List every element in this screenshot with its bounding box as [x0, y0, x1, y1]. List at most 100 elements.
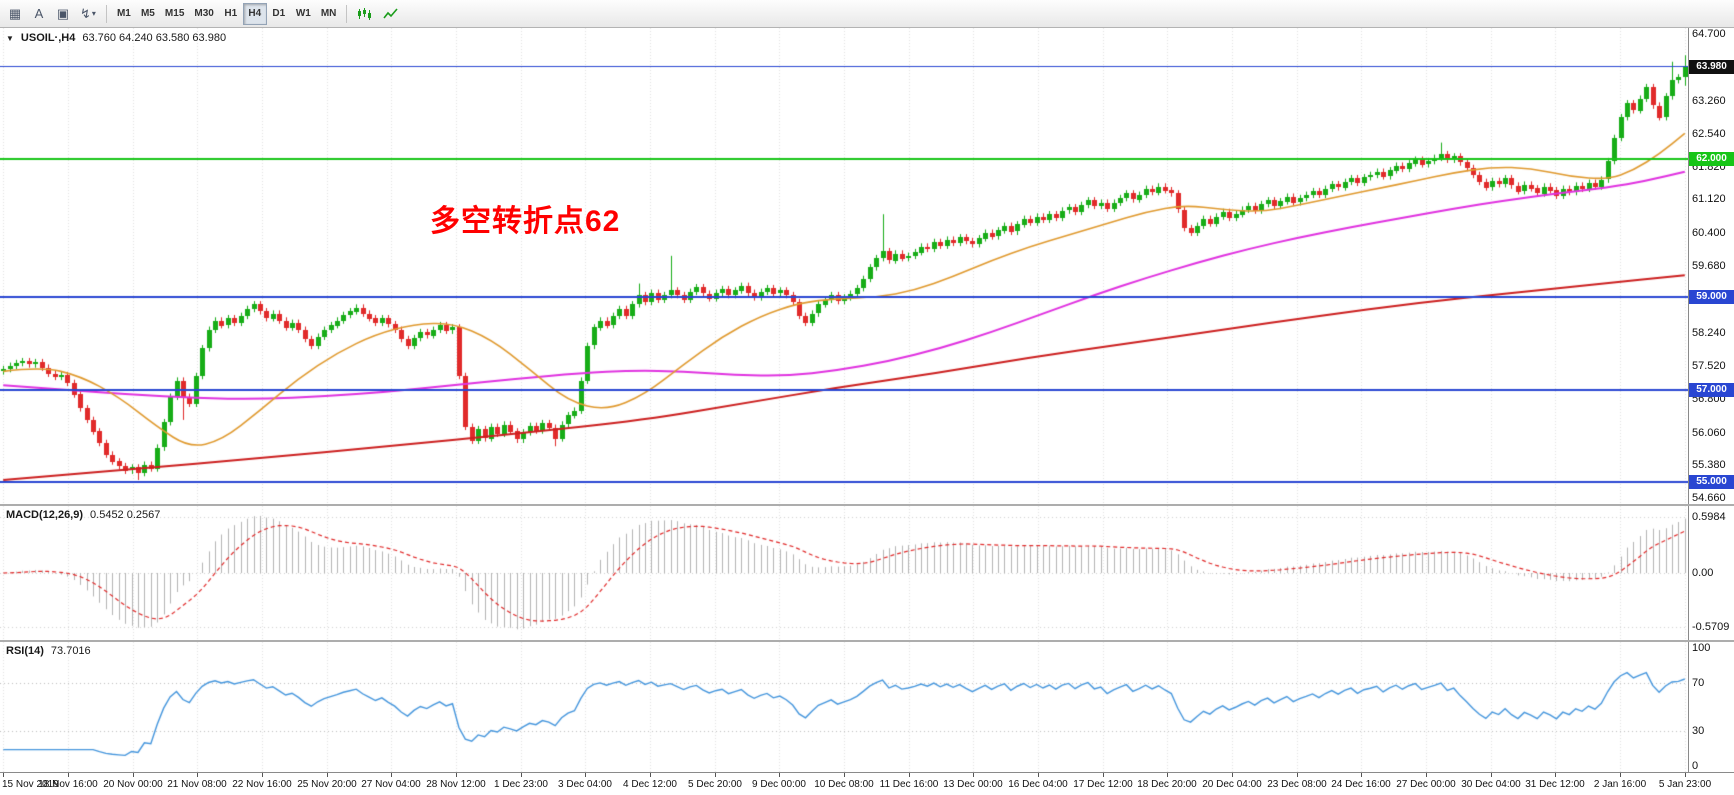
- time-axis-tick: [133, 773, 134, 777]
- chart-canvas[interactable]: [0, 28, 1688, 795]
- timeframe-button-m15[interactable]: M15: [160, 3, 189, 25]
- time-axis-label: 13 Dec 00:00: [943, 779, 1003, 790]
- text-annotation-icon[interactable]: A: [27, 2, 51, 24]
- price-axis-label: 62.540: [1692, 128, 1726, 140]
- time-axis-label: 27 Dec 00:00: [1396, 779, 1456, 790]
- candlestick-glyph: [358, 7, 372, 20]
- time-axis-label: 28 Nov 12:00: [426, 779, 486, 790]
- hline-price-badge: 57.000: [1689, 383, 1734, 397]
- time-axis-tick: [1232, 773, 1233, 777]
- timeframe-button-d1[interactable]: D1: [267, 3, 291, 25]
- toolbar-separator: [346, 4, 348, 23]
- time-axis-tick: [3, 773, 4, 777]
- time-axis-label: 5 Jan 23:00: [1658, 779, 1712, 790]
- time-axis-tick: [909, 773, 910, 777]
- price-axis-label: 60.400: [1692, 227, 1726, 239]
- hline-price-badge: 59.000: [1689, 290, 1734, 304]
- macd-header: MACD(12,26,9) 0.5452 0.2567: [6, 509, 160, 521]
- price-axis-label: 64.700: [1692, 28, 1726, 40]
- time-axis-label: 2 Jan 16:00: [1593, 779, 1647, 790]
- price-axis-label: 59.680: [1692, 260, 1726, 272]
- time-axis-label: 21 Nov 08:00: [167, 779, 227, 790]
- timeframe-button-mn[interactable]: MN: [316, 3, 342, 25]
- tile-windows-icon[interactable]: ▦: [3, 3, 27, 25]
- panel-splitter-macd[interactable]: [0, 504, 1734, 506]
- chart-window-icon[interactable]: ▣: [51, 3, 75, 25]
- timeframe-button-h1[interactable]: H1: [219, 3, 243, 25]
- time-axis-label: 27 Nov 04:00: [361, 779, 421, 790]
- time-axis-tick: [973, 773, 974, 777]
- time-axis-label: 18 Dec 20:00: [1137, 779, 1197, 790]
- time-axis-label: 18 Nov 16:00: [38, 779, 98, 790]
- time-axis-tick: [1620, 773, 1621, 777]
- time-axis-tick: [197, 773, 198, 777]
- time-axis-tick: [1555, 773, 1556, 777]
- indicator-draw-icon[interactable]: ↯ ▾: [75, 3, 101, 25]
- time-axis-tick: [1297, 773, 1298, 777]
- price-axis[interactable]: 64.700 63.260 62.540 61.820 61.120 60.400 59.6…: [1688, 28, 1734, 772]
- timeframe-button-group: M1 M5 M15 M30 H1 H4 D1 W1 MN: [112, 2, 342, 25]
- macd-values: 0.5452 0.2567: [90, 509, 161, 521]
- panel-splitter-rsi[interactable]: [0, 640, 1734, 642]
- price-axis-label: 63.260: [1692, 95, 1726, 107]
- rsi-axis-label: 70: [1692, 677, 1705, 689]
- tool-button-group: ▦ A ▣ ↯ ▾: [3, 2, 101, 25]
- line-chart-icon[interactable]: [378, 3, 403, 25]
- time-axis-label: 9 Dec 00:00: [752, 779, 806, 790]
- time-axis-tick: [521, 773, 522, 777]
- macd-axis-label: 0.5984: [1692, 511, 1726, 523]
- rsi-header: RSI(14) 73.7016: [6, 645, 91, 657]
- sparkline-glyph: [383, 7, 398, 18]
- time-axis-label: 15 Nov 2019: [2, 779, 59, 790]
- macd-label: MACD(12,26,9): [6, 509, 84, 521]
- time-axis-label: 31 Dec 12:00: [1525, 779, 1585, 790]
- time-axis-tick: [327, 773, 328, 777]
- time-axis-label: 17 Dec 12:00: [1073, 779, 1133, 790]
- time-axis-label: 24 Dec 16:00: [1331, 779, 1391, 790]
- candlestick-chart-icon[interactable]: [352, 3, 377, 25]
- timeframe-button-m5[interactable]: M5: [136, 3, 160, 25]
- price-axis-label: 55.380: [1692, 459, 1726, 471]
- time-axis-label: 1 Dec 23:00: [494, 779, 548, 790]
- timeframe-button-m30[interactable]: M30: [189, 3, 218, 25]
- toolbar: ▦ A ▣ ↯ ▾ M1 M5 M15 M30 H1 H4 D1 W1 MN: [0, 0, 1734, 28]
- time-axis[interactable]: 15 Nov 2019 18 Nov 16:00 20 Nov 00:00 21 No…: [0, 772, 1734, 795]
- time-axis-tick: [68, 773, 69, 777]
- time-axis-tick: [1103, 773, 1104, 777]
- time-axis-label: 20 Dec 04:00: [1202, 779, 1262, 790]
- time-axis-label: 23 Dec 08:00: [1267, 779, 1327, 790]
- time-axis-tick: [456, 773, 457, 777]
- price-axis-label: 61.120: [1692, 193, 1726, 205]
- ohlc-values: 63.760 64.240 63.580 63.980: [82, 32, 227, 44]
- time-axis-label: 20 Nov 00:00: [103, 779, 163, 790]
- symbol-label: USOIL·,H4: [20, 32, 76, 44]
- time-axis-label: 10 Dec 08:00: [814, 779, 874, 790]
- price-axis-label: 56.060: [1692, 427, 1726, 439]
- time-axis-tick: [1426, 773, 1427, 777]
- chart-annotation-text[interactable]: 多空转折点62: [430, 205, 621, 238]
- time-axis-label: 25 Nov 20:00: [297, 779, 357, 790]
- rsi-label: RSI(14): [6, 645, 44, 657]
- time-axis-tick: [585, 773, 586, 777]
- rsi-axis-label: 0: [1692, 760, 1699, 772]
- time-axis-tick: [650, 773, 651, 777]
- dropdown-caret-icon: ▾: [91, 9, 96, 19]
- macd-axis-label: -0.5709: [1692, 621, 1730, 633]
- price-axis-label: 58.240: [1692, 327, 1726, 339]
- time-axis-tick: [844, 773, 845, 777]
- time-axis-label: 5 Dec 20:00: [688, 779, 742, 790]
- rsi-axis-label: 100: [1692, 642, 1711, 654]
- time-axis-label: 11 Dec 16:00: [879, 779, 939, 790]
- timeframe-button-w1[interactable]: W1: [291, 3, 316, 25]
- hline-price-badge: 62.000: [1689, 152, 1734, 166]
- time-axis-tick: [1361, 773, 1362, 777]
- chart-header: ▼ USOIL·,H4 63.760 64.240 63.580 63.980: [6, 32, 226, 44]
- chart-menu-icon[interactable]: ▼: [6, 34, 14, 43]
- time-axis-label: 22 Nov 16:00: [232, 779, 292, 790]
- time-axis-label: 4 Dec 12:00: [623, 779, 677, 790]
- time-axis-label: 30 Dec 04:00: [1461, 779, 1521, 790]
- timeframe-button-h4[interactable]: H4: [242, 2, 267, 25]
- chart-area: ▼ USOIL·,H4 63.760 64.240 63.580 63.980 …: [0, 28, 1734, 795]
- timeframe-button-m1[interactable]: M1: [112, 3, 136, 25]
